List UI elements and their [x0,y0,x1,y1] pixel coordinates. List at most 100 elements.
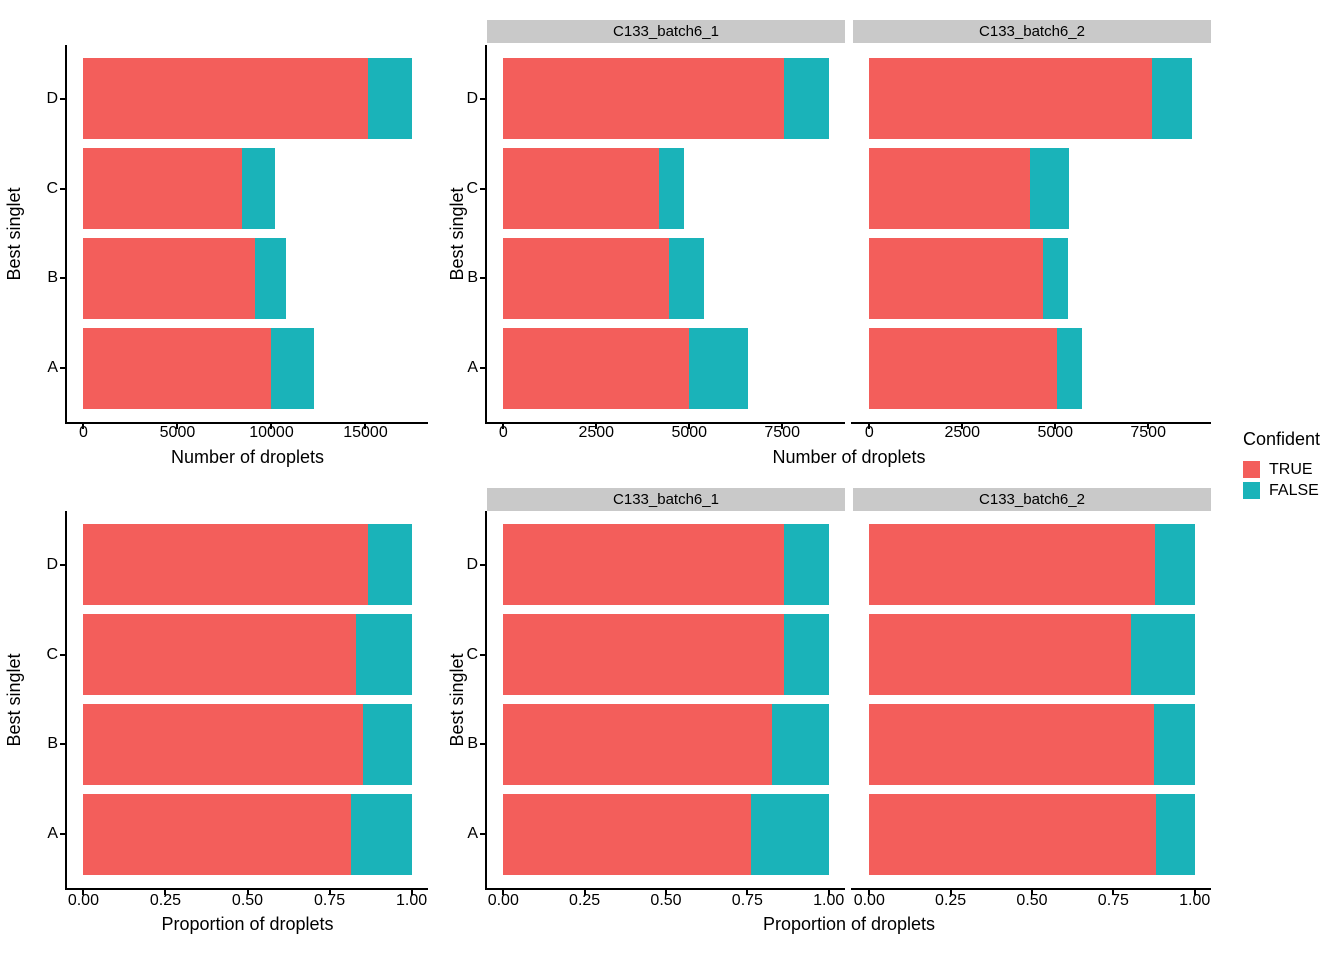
y-axis-title: Best singlet [4,186,24,281]
y-tick-mark [60,653,65,656]
bar-segment-false [368,58,412,140]
y-axis-line [485,511,487,888]
x-tick-label: 0.25 [569,892,601,909]
bar-segment-true [503,58,785,140]
x-tick-mark [164,890,167,895]
x-tick-label: 0.00 [487,892,519,909]
x-tick-mark [246,890,249,895]
facet-strip: C133_batch6_2 [853,20,1211,43]
y-category-label: B [47,269,58,287]
facet-strip-label: C133_batch6_1 [613,23,719,40]
x-tick-label: 0.00 [853,892,885,909]
x-tick-label: 5000 [1037,424,1074,441]
x-tick-label: 15000 [343,424,388,441]
x-tick-label: 0 [498,424,508,441]
y-axis-title: Best singlet [447,652,467,747]
bar-segment-true [83,327,272,409]
bar-segment-true [869,614,1131,695]
bar-segment-true [83,148,243,229]
x-axis-line [851,422,1211,424]
bar-segment-false [1153,703,1195,785]
bar-segment-true [83,614,356,695]
y-category-label: B [467,269,478,287]
legend-item-true: TRUE [1243,461,1344,478]
bar-segment-true [83,793,351,875]
x-tick-label: 1.00 [813,892,845,909]
x-axis-line [485,422,845,424]
chart-proportion-overall: 0.00 0.25 0.50 0.75 1.00 D C B A Best singlet Prop… [0,480,448,960]
facet-strip-label: C133_batch6_2 [979,491,1085,508]
bar-segment-false [689,327,748,409]
x-tick-mark [502,424,505,429]
bar-segment-true [503,524,785,606]
x-axis-title: Number of droplets [170,447,325,467]
x-tick-label: 0.25 [149,892,182,909]
x-tick-mark [688,424,691,429]
y-tick-mark [480,563,485,566]
x-tick-mark [1193,890,1196,895]
bar-segment-true [869,148,1030,229]
y-category-label: C [466,645,478,663]
bar-segment-true [869,237,1043,319]
y-tick-mark [60,833,65,836]
y-category-label: D [46,89,58,107]
plot-panel [853,45,1211,422]
bar-segment-false [750,793,829,875]
bar-segment-false [659,148,684,229]
x-tick-label: 0 [78,424,88,441]
bar-segment-false [1042,237,1068,319]
chart-counts-overall: 0 5000 10000 15000 D C B A Best singlet Number of… [0,0,448,480]
x-tick-label: 0.50 [1016,892,1048,909]
bar-segment-false [362,703,412,785]
x-axis-title: Number of droplets [772,447,926,467]
x-tick-mark [176,424,179,429]
y-category-label: D [466,555,478,573]
plot-panel [487,45,845,422]
bar-segment-false [1155,793,1195,875]
bar-segment-false [1154,524,1195,606]
x-tick-label: 0.75 [1097,892,1129,909]
x-tick-mark [1031,890,1033,895]
x-tick-label: 7500 [1130,424,1166,441]
bar-segment-true [503,148,660,229]
x-tick-label: 2500 [944,424,981,441]
legend-item-false: FALSE [1243,482,1344,499]
x-tick-mark [665,890,667,895]
x-tick-mark [270,424,273,429]
x-tick-mark [328,890,331,895]
x-tick-mark [1054,424,1057,429]
y-tick-mark [480,187,485,190]
bar-segment-false [784,58,829,140]
x-tick-mark [781,424,784,429]
x-tick-label: 5000 [671,424,708,441]
x-tick-mark [949,890,952,895]
x-axis-title: Proportion of droplets [762,914,936,934]
bar-segment-true [503,614,785,695]
bar-segment-true [869,327,1058,409]
x-tick-mark [583,890,586,895]
y-category-label: A [467,359,478,377]
bar-segment-true [869,793,1156,875]
x-tick-mark [827,890,830,895]
bar-segment-false [669,237,704,319]
legend-label-true: TRUE [1269,460,1313,478]
bar-segment-true [503,703,773,785]
plot-panel [853,511,1211,888]
y-category-label: A [47,825,58,843]
legend: Confident TRUE FALSE [1230,430,1344,503]
x-tick-mark [410,890,413,895]
x-tick-label: 2500 [578,424,615,441]
y-category-label: B [47,735,58,753]
y-tick-mark [480,367,485,370]
y-category-label: C [46,179,58,197]
bar-segment-false [1130,614,1195,695]
chart-counts-by-batch: C133_batch6_1 0 2500 5000 7500 D C B A Best singl… [447,0,1230,480]
x-tick-mark [868,424,871,429]
chart-proportion-by-batch: C133_batch6_1 0.00 0.25 0.50 0.75 1.00 D C B A Bes… [447,480,1230,960]
y-tick-mark [480,653,485,656]
x-tick-mark [364,424,367,429]
bar-segment-true [83,237,256,319]
bar-segment-true [83,703,363,785]
x-tick-label: 0.75 [313,892,346,909]
plot-panel [67,511,428,888]
